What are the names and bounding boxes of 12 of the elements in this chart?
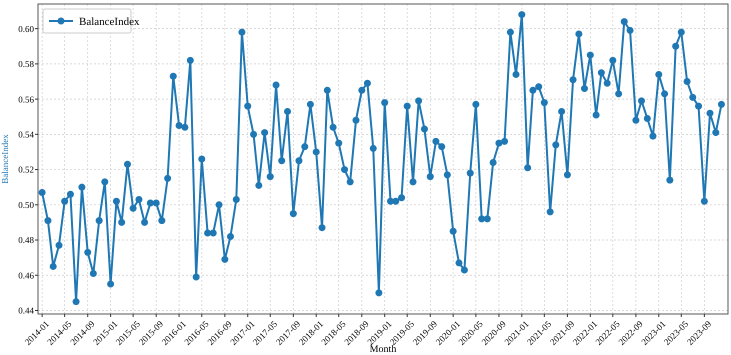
y-axis-title: BalanceIndex bbox=[0, 134, 10, 184]
y-tick-label: 0.54 bbox=[18, 129, 34, 140]
y-tick-label: 0.60 bbox=[18, 24, 34, 34]
y-tick-label: 0.56 bbox=[18, 94, 34, 104]
y-tick-label: 0.46 bbox=[18, 270, 34, 280]
y-tick-label: 0.44 bbox=[18, 306, 34, 316]
y-tick-label: 0.50 bbox=[18, 200, 34, 210]
y-tick-label: 0.48 bbox=[18, 235, 34, 246]
x-axis-title: Month bbox=[370, 344, 396, 355]
legend-label: BalanceIndex bbox=[79, 16, 140, 28]
y-tick-label: 0.58 bbox=[18, 59, 34, 70]
y-tick-label: 0.52 bbox=[18, 164, 34, 175]
